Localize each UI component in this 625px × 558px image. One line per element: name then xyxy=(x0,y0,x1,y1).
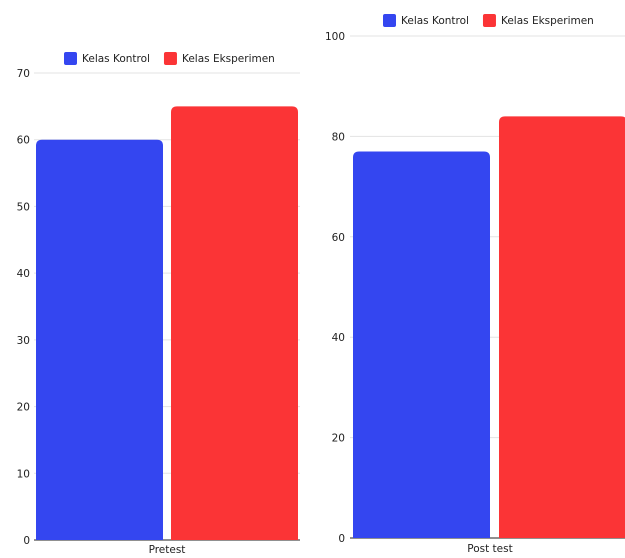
bar-kelas-kontrol xyxy=(353,151,490,538)
bar-kelas-eksperimen xyxy=(171,106,298,540)
bar-kelas-kontrol xyxy=(36,139,163,540)
legend-label: Kelas Kontrol xyxy=(82,53,150,65)
y-tick-label: 0 xyxy=(23,535,30,547)
y-tick-label: 30 xyxy=(17,335,30,347)
posttest-chart: 0 20 40 60 80 100 Post test Kelas Kontrol Kelas … xyxy=(325,14,625,555)
y-tick-label: 20 xyxy=(17,402,30,414)
x-category-label: Pretest xyxy=(149,544,186,556)
y-tick-label: 60 xyxy=(17,135,30,147)
legend-swatch-kelas-eksperimen xyxy=(482,14,496,27)
legend-label: Kelas Eksperimen xyxy=(182,53,275,65)
y-tick-label: 80 xyxy=(332,131,345,143)
legend-label: Kelas Kontrol xyxy=(401,15,469,27)
x-category-label: Post test xyxy=(467,543,512,555)
y-tick-label: 40 xyxy=(332,332,345,344)
y-tick-label: 50 xyxy=(17,201,30,213)
pretest-chart: 0 10 20 30 40 50 60 70 Pretest Kelas Kontrol Kelas… xyxy=(17,52,300,556)
y-tick-label: 60 xyxy=(332,232,345,244)
bar-kelas-eksperimen xyxy=(499,116,625,538)
legend-label: Kelas Eksperimen xyxy=(501,15,594,27)
y-tick-label: 0 xyxy=(338,533,345,545)
y-tick-label: 70 xyxy=(17,68,30,80)
y-tick-label: 40 xyxy=(17,268,30,280)
legend-swatch-kelas-kontrol xyxy=(64,52,77,65)
y-tick-label: 100 xyxy=(325,31,345,43)
legend-swatch-kelas-kontrol xyxy=(383,14,396,27)
y-tick-label: 10 xyxy=(17,468,30,480)
y-tick-label: 20 xyxy=(332,433,345,445)
legend-swatch-kelas-eksperimen xyxy=(163,52,177,65)
